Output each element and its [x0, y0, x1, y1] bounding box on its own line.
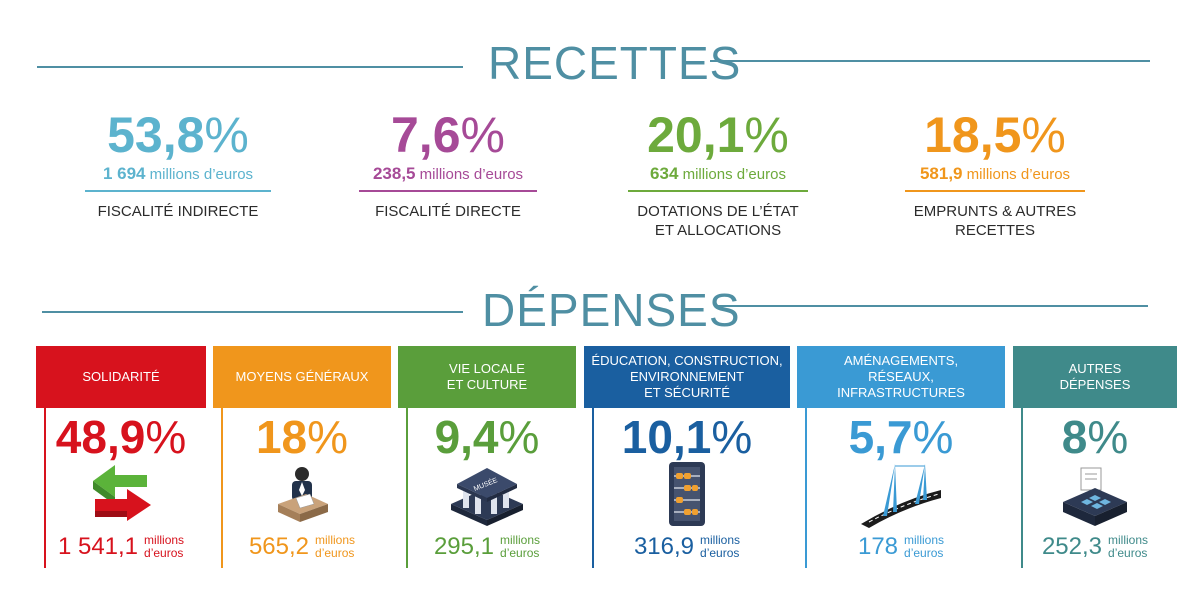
depenses-title: DÉPENSES	[482, 284, 741, 336]
depense-col-vie-locale: VIE LOCALE ET CULTURE 9,4% MUSÉE 295,1 mi…	[398, 346, 576, 572]
title-rule-left	[42, 311, 463, 313]
depense-amount: 295,1 millions d’euros	[433, 533, 541, 560]
recette-underline	[85, 190, 271, 192]
recette-label: EMPRUNTS & AUTRES RECETTES	[913, 203, 1077, 239]
title-rule-right	[718, 305, 1148, 307]
recette-underline	[905, 190, 1085, 192]
depense-rule	[805, 408, 807, 568]
depense-header: AMÉNAGEMENTS, RÉSEAUX, INFRASTRUCTURES	[797, 346, 1005, 408]
depenses-title-bar: DÉPENSES	[0, 285, 1200, 335]
depense-header: VIE LOCALE ET CULTURE	[398, 346, 576, 408]
office-worker-icon	[272, 464, 332, 531]
depense-rule	[592, 408, 594, 568]
depense-percent: 10,1%	[621, 411, 753, 463]
depense-col-autres: AUTRES DÉPENSES 8% 252,3 millions d’euros	[1013, 346, 1177, 572]
depense-col-moyens-generaux: MOYENS GÉNÉRAUX 18% 565,2 millions d’euro…	[213, 346, 391, 572]
recette-percent: 7,6%	[391, 107, 505, 163]
recette-percent: 18,5%	[924, 107, 1066, 163]
title-rule-right	[710, 60, 1150, 62]
recette-label: FISCALITÉ INDIRECTE	[97, 203, 259, 220]
cash-register-icon	[1059, 466, 1131, 533]
depense-percent: 48,9%	[55, 411, 187, 463]
depense-amount: 252,3 millions d’euros	[1041, 533, 1149, 560]
depense-col-amenagements: AMÉNAGEMENTS, RÉSEAUX, INFRASTRUCTURES 5,…	[797, 346, 1005, 572]
recette-item-dotations: 20,1% 634 millions d’euros DOTATIONS DE …	[618, 110, 818, 240]
depense-percent: 18%	[255, 411, 349, 463]
recette-item-fiscalite-directe: 7,6% 238,5 millions d’euros FISCALITÉ DI…	[348, 110, 548, 221]
recette-underline	[628, 190, 808, 192]
museum-icon: MUSÉE	[447, 464, 527, 533]
depense-rule	[406, 408, 408, 568]
recette-amount: 581,9 millions d’euros	[919, 164, 1071, 183]
recette-item-fiscalite-indirecte: 53,8% 1 694 millions d’euros FISCALITÉ I…	[78, 110, 278, 221]
depense-header: SOLIDARITÉ	[36, 346, 206, 408]
bridge-road-icon	[859, 460, 943, 535]
exchange-arrows-icon	[85, 461, 157, 530]
recette-amount: 238,5 millions d’euros	[372, 164, 524, 183]
recette-underline	[359, 190, 537, 192]
recette-amount: 1 694 millions d’euros	[102, 164, 254, 183]
recette-item-emprunts: 18,5% 581,9 millions d’euros EMPRUNTS & …	[895, 110, 1095, 240]
recette-percent: 53,8%	[107, 107, 249, 163]
recettes-title-bar: RECETTES	[0, 38, 1200, 88]
depense-rule	[1021, 408, 1023, 568]
recette-amount: 634 millions d’euros	[650, 164, 786, 183]
depense-header: ÉDUCATION, CONSTRUCTION, ENVIRONNEMENT ET …	[584, 346, 790, 408]
abacus-icon	[665, 460, 709, 533]
depense-percent: 8%	[1061, 411, 1129, 463]
depense-amount: 316,9 millions d’euros	[633, 533, 741, 560]
recette-label: DOTATIONS DE L’ÉTAT ET ALLOCATIONS	[637, 203, 799, 239]
depense-header: AUTRES DÉPENSES	[1013, 346, 1177, 408]
depense-amount: 178 millions d’euros	[857, 533, 945, 560]
recettes-title: RECETTES	[488, 37, 742, 89]
depense-header: MOYENS GÉNÉRAUX	[213, 346, 391, 408]
depense-percent: 5,7%	[848, 411, 954, 463]
depense-amount: 565,2 millions d’euros	[248, 533, 356, 560]
depense-amount: 1 541,1 millions d’euros	[57, 533, 185, 560]
recette-percent: 20,1%	[647, 107, 789, 163]
depense-col-solidarite: SOLIDARITÉ 48,9% 1 541,1 millions d’euros	[36, 346, 206, 572]
depense-rule	[221, 408, 223, 568]
depense-percent: 9,4%	[434, 411, 540, 463]
depense-col-education: ÉDUCATION, CONSTRUCTION, ENVIRONNEMENT ET …	[584, 346, 790, 572]
recette-label: FISCALITÉ DIRECTE	[375, 203, 521, 220]
title-rule-left	[37, 66, 463, 68]
depense-rule	[44, 408, 46, 568]
